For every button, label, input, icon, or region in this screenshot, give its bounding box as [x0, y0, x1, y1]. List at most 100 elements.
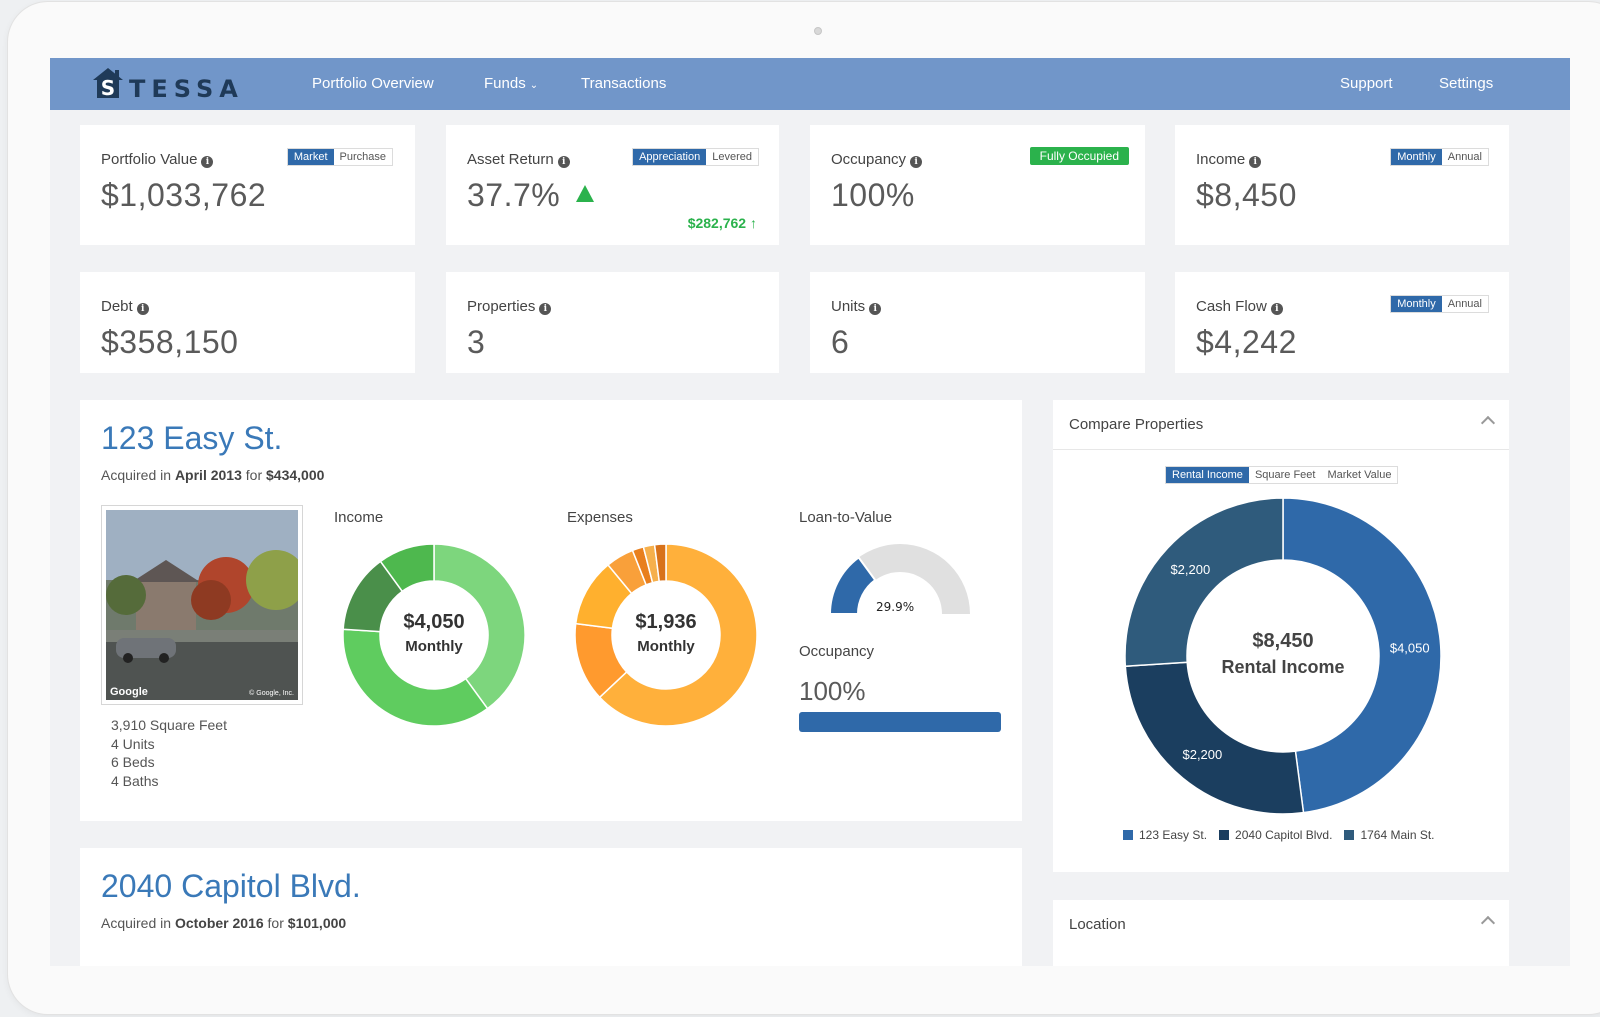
info-icon[interactable]: i	[539, 303, 552, 315]
street-view-image	[106, 510, 298, 700]
panel-header[interactable]: Compare Properties	[1053, 400, 1509, 450]
nav-funds[interactable]: Funds ⌄	[484, 75, 538, 92]
expenses-label: Expenses	[567, 509, 633, 526]
gauge-track	[830, 544, 970, 614]
expenses-center: $1,936 Monthly	[614, 611, 718, 655]
kpi-value: $1,033,762	[101, 177, 267, 213]
donut-segment[interactable]	[1124, 497, 1284, 668]
kpi-value: $8,450	[1196, 177, 1297, 213]
property-title[interactable]: 123 Easy St.	[101, 420, 283, 456]
toggle-monthly[interactable]: Monthly	[1391, 296, 1442, 312]
toggle-rental-income[interactable]: Rental Income	[1166, 467, 1249, 483]
nav-support[interactable]: Support	[1340, 75, 1393, 92]
kpi-occupancy: Occupancy i Fully Occupied 100%	[810, 125, 1145, 245]
income-label: Income	[334, 509, 384, 526]
donut-segment[interactable]	[653, 543, 667, 583]
property-acquired: Acquired in October 2016 for $101,000	[101, 915, 347, 931]
kpi-value: 37.7%	[467, 177, 595, 214]
stessa-logo[interactable]: S TESSA	[91, 66, 241, 103]
property-acquired: Acquired in April 2013 for $434,000	[101, 467, 325, 483]
toggle-monthly[interactable]: Monthly	[1391, 149, 1442, 165]
property-title[interactable]: 2040 Capitol Blvd.	[101, 868, 361, 904]
camera	[814, 27, 822, 35]
kpi-properties: Properties i 3	[446, 272, 779, 373]
legend-swatch	[1344, 830, 1355, 840]
compare-donut-chart: $4,050 $2,200 $2,200	[1124, 497, 1442, 815]
nav-settings[interactable]: Settings	[1439, 75, 1494, 92]
nav-transactions[interactable]: Transactions	[581, 75, 667, 92]
toggle-annual[interactable]: Annual	[1441, 149, 1488, 165]
expenses-donut-chart	[574, 543, 758, 727]
slice-value-label: $2,200	[1182, 747, 1222, 762]
kpi-value: 3	[467, 324, 486, 360]
occupancy-bar	[799, 712, 1001, 732]
chevron-up-icon[interactable]	[1480, 915, 1496, 931]
kpi-value: $4,242	[1196, 324, 1297, 360]
location-panel: Location	[1053, 900, 1509, 966]
kpi-cash-flow: Cash Flow i Monthly Annual $4,242	[1175, 272, 1509, 373]
return-mode-toggle: Appreciation Levered	[632, 148, 759, 166]
info-icon[interactable]: i	[136, 303, 149, 315]
occupancy-label: Occupancy	[799, 643, 875, 660]
legend-item[interactable]: 2040 Capitol Blvd.	[1219, 828, 1332, 842]
legend-swatch	[1123, 830, 1133, 840]
toggle-annual[interactable]: Annual	[1441, 296, 1488, 312]
compare-center-value: $8,450	[1252, 630, 1314, 652]
property-photo[interactable]: Google © Google, Inc.	[101, 505, 303, 705]
toggle-square-feet[interactable]: Square Feet	[1248, 467, 1322, 483]
slice-value-label: $2,200	[1170, 562, 1210, 577]
chevron-up-icon[interactable]	[1480, 415, 1496, 431]
fully-occupied-badge: Fully Occupied	[1029, 147, 1129, 165]
panel-title: Compare Properties	[1069, 416, 1204, 433]
legend-item[interactable]: 1764 Main St.	[1344, 828, 1435, 842]
slice-value-label: $4,050	[1390, 641, 1430, 656]
info-icon[interactable]: i	[869, 303, 882, 315]
gauge-fill	[828, 556, 877, 615]
donut-segment[interactable]	[1282, 497, 1442, 814]
detail-beds: 6 Beds	[111, 754, 155, 771]
donut-segment[interactable]	[433, 543, 526, 710]
ltv-value: 29.9%	[876, 600, 915, 614]
toggle-market[interactable]: Market	[287, 149, 334, 165]
toggle-levered[interactable]: Levered	[706, 149, 758, 165]
value-mode-toggle: Market Purchase	[286, 148, 393, 166]
top-navbar: S TESSA Portfolio Overview Funds ⌄ Transa…	[50, 58, 1570, 110]
panel-title: Location	[1069, 916, 1126, 933]
detail-units: 4 Units	[111, 735, 155, 752]
kpi-units: Units i 6	[810, 272, 1145, 373]
info-icon[interactable]: i	[201, 156, 214, 168]
info-icon[interactable]: i	[557, 156, 570, 168]
legend-item[interactable]: 123 Easy St.	[1123, 828, 1207, 842]
kpi-label: Cash Flow i	[1196, 298, 1283, 315]
income-center-sub: Monthly	[405, 638, 463, 655]
occupancy-value: 100%	[799, 676, 866, 706]
toggle-market-value[interactable]: Market Value	[1321, 467, 1398, 483]
panel-header[interactable]: Location	[1053, 900, 1509, 950]
ltv-label: Loan-to-Value	[799, 509, 893, 526]
toggle-purchase[interactable]: Purchase	[333, 149, 392, 165]
donut-segment[interactable]	[1124, 661, 1305, 815]
nav-funds-label: Funds	[484, 75, 526, 92]
donut-segment[interactable]	[342, 628, 489, 727]
income-center-value: $4,050	[403, 611, 465, 633]
period-toggle: Monthly Annual	[1390, 295, 1489, 313]
period-toggle: Monthly Annual	[1390, 148, 1489, 166]
toggle-appreciation[interactable]: Appreciation	[633, 149, 707, 165]
expenses-center-sub: Monthly	[637, 638, 695, 655]
donut-segment[interactable]	[598, 543, 758, 727]
property-details: 3,910 Square Feet 4 Units 6 Beds 4 Baths	[111, 716, 227, 791]
return-amount: $282,762 ↑	[687, 215, 757, 231]
kpi-label: Income i	[1196, 151, 1262, 168]
info-icon[interactable]: i	[1270, 303, 1283, 315]
compare-center-sub: Rental Income	[1221, 657, 1345, 677]
info-icon[interactable]: i	[1249, 156, 1262, 168]
detail-square-feet: 3,910 Square Feet	[111, 717, 227, 733]
nav-portfolio-overview[interactable]: Portfolio Overview	[312, 75, 434, 92]
kpi-portfolio-value: Portfolio Value i Market Purchase $1,033,…	[80, 125, 415, 245]
info-icon[interactable]: i	[910, 156, 923, 168]
donut-segment[interactable]	[379, 543, 435, 593]
property-card: 2040 Capitol Blvd. Acquired in October 2…	[80, 848, 1022, 966]
kpi-label: Portfolio Value i	[101, 151, 214, 168]
kpi-label: Debt i	[101, 298, 149, 315]
kpi-label: Asset Return i	[467, 151, 570, 168]
